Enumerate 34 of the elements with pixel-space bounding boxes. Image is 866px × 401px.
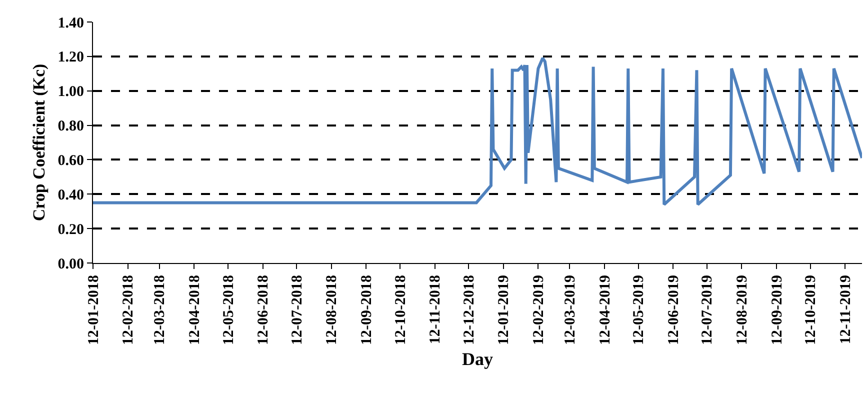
x-tick-label: 12-11-2019 — [838, 275, 854, 344]
x-tick-label: 12-06-2018 — [256, 275, 272, 345]
x-tick-label: 12-08-2018 — [324, 275, 340, 345]
x-tick-label: 12-09-2019 — [769, 275, 786, 345]
x-tick-label: 12-06-2019 — [666, 275, 682, 345]
x-tick-label: 12-10-2019 — [803, 275, 820, 345]
y-tick-label: 0.40 — [58, 187, 84, 204]
x-tick-label: 12-07-2019 — [700, 275, 716, 345]
x-tick-label: 12-09-2018 — [359, 275, 376, 345]
y-tick-label: 1.00 — [58, 84, 84, 100]
x-tick-label: 12-11-2018 — [428, 275, 444, 344]
y-tick-label: 0.80 — [58, 118, 84, 135]
y-tick-label: 1.40 — [58, 15, 84, 32]
x-tick-label: 12-12-2018 — [461, 275, 478, 345]
x-tick-label: 12-02-2018 — [120, 275, 137, 345]
x-tick-label: 12-08-2019 — [734, 275, 751, 345]
x-tick-label: 12-04-2019 — [597, 275, 614, 345]
x-tick-label: 12-02-2019 — [531, 275, 548, 345]
y-tick-label: 0.00 — [58, 256, 84, 272]
x-tick-label: 12-07-2018 — [289, 275, 306, 345]
x-tick-label: 12-03-2018 — [152, 275, 168, 345]
x-tick-label: 12-10-2018 — [392, 275, 409, 345]
y-tick-label: 0.60 — [58, 152, 84, 169]
y-tick-label: 1.20 — [58, 50, 84, 66]
x-tick-label: 12-01-2018 — [86, 275, 102, 345]
line-series — [93, 56, 862, 206]
x-axis-title: Day — [462, 349, 493, 370]
y-axis-title: Crop Coefficient (Kc) — [29, 64, 48, 222]
x-tick-label: 12-01-2019 — [496, 275, 512, 345]
x-tick-label: 12-03-2019 — [562, 275, 579, 345]
x-tick-label: 12-05-2018 — [220, 275, 237, 345]
x-tick-label: 12-05-2019 — [631, 275, 648, 345]
y-tick-label: 0.20 — [58, 222, 84, 238]
x-tick-label: 12-04-2018 — [187, 275, 204, 345]
